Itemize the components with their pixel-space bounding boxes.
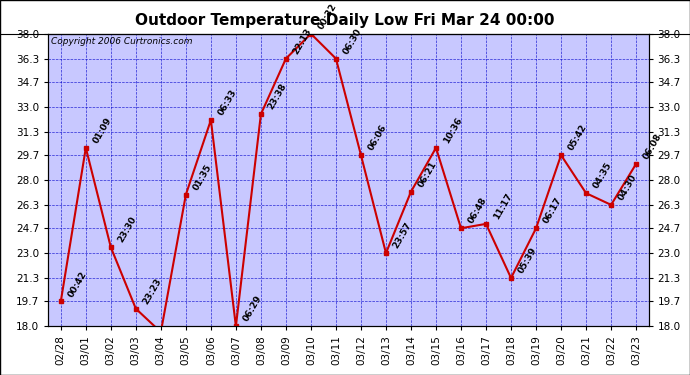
- Text: 06:21: 06:21: [417, 160, 439, 189]
- Text: 04:30: 04:30: [617, 173, 639, 202]
- Text: 10:36: 10:36: [442, 116, 464, 145]
- Text: 06:48: 06:48: [466, 196, 489, 225]
- Text: 05:42: 05:42: [566, 123, 589, 152]
- Text: 00:42: 00:42: [66, 269, 88, 298]
- Text: 06:33: 06:33: [217, 88, 239, 117]
- Text: Copyright 2006 Curtronics.com: Copyright 2006 Curtronics.com: [51, 37, 193, 46]
- Text: 01:35: 01:35: [191, 163, 213, 192]
- Text: 06:30: 06:30: [342, 27, 364, 56]
- Text: 06:06: 06:06: [366, 123, 388, 152]
- Text: 23:57: 23:57: [391, 221, 414, 251]
- Text: 46:36: 46:36: [0, 374, 1, 375]
- Text: 05:39: 05:39: [517, 246, 539, 275]
- Text: Outdoor Temperature Daily Low Fri Mar 24 00:00: Outdoor Temperature Daily Low Fri Mar 24…: [135, 13, 555, 28]
- Text: 06:08: 06:08: [642, 132, 664, 161]
- Text: 04:35: 04:35: [591, 161, 613, 190]
- Text: 00:32: 00:32: [317, 2, 339, 31]
- Text: 01:09: 01:09: [91, 116, 113, 145]
- Text: 06:29: 06:29: [241, 294, 264, 324]
- Text: 11:17: 11:17: [491, 192, 514, 221]
- Text: 23:23: 23:23: [141, 277, 164, 306]
- Text: 23:30: 23:30: [117, 215, 139, 244]
- Text: 23:38: 23:38: [266, 82, 288, 111]
- Text: 22:13: 22:13: [291, 27, 313, 56]
- Text: 06:17: 06:17: [542, 196, 564, 225]
